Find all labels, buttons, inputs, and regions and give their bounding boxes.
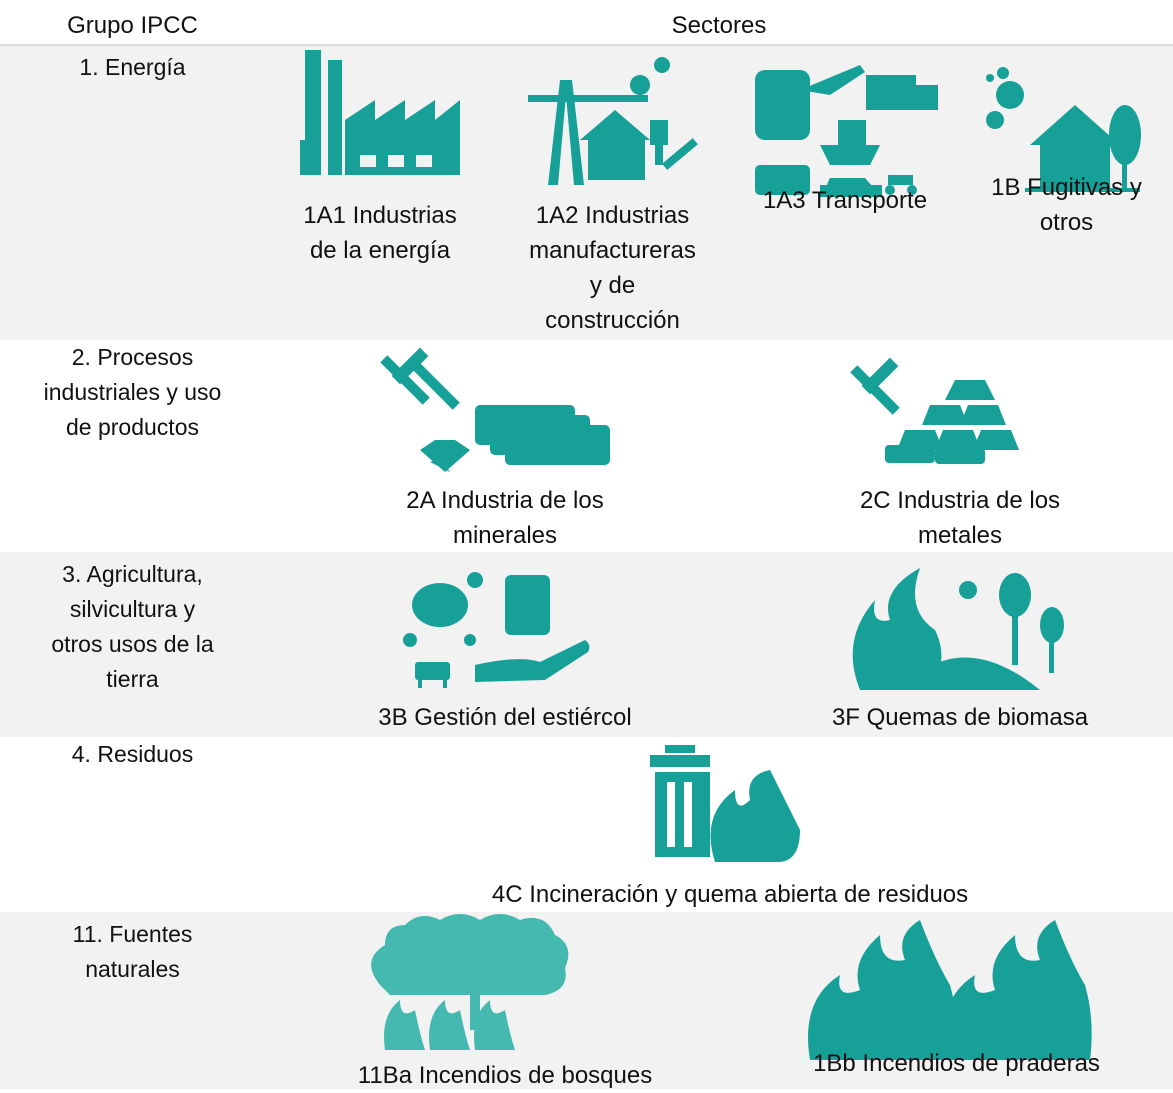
text-line: silvicultura y: [0, 592, 265, 627]
sector-label: 3F Quemas de biomasa: [755, 700, 1165, 735]
text-line: otros usos de la: [0, 627, 265, 662]
text-line: 3B Gestión del estiércol: [300, 700, 710, 735]
group-label: 1. Energía: [0, 50, 265, 85]
sector-label: 1A3 Transporte: [730, 183, 960, 218]
group-label: 4. Residuos: [0, 737, 265, 772]
text-line: de productos: [0, 410, 265, 445]
text-line: tierra: [0, 662, 265, 697]
text-line: 1A1 Industrias: [265, 198, 495, 233]
icon-minerals: [380, 348, 610, 472]
header-group: Grupo IPCC: [0, 8, 265, 43]
sector-label: 1Bb Incendios de praderas: [740, 1046, 1173, 1081]
text-line: 2. Procesos: [0, 340, 265, 375]
text-line: 2C Industria de los: [785, 483, 1135, 518]
page: Grupo IPCC Sectores 1. Energía 1A1 Indus…: [0, 0, 1173, 1089]
sector-label: 11Ba Incendios de bosques: [280, 1058, 730, 1093]
text-line: 4. Residuos: [0, 737, 265, 772]
text-line: construcción: [495, 303, 730, 338]
text-line: 11Ba Incendios de bosques: [280, 1058, 730, 1093]
text-line: 1Bb Incendios de praderas: [740, 1046, 1173, 1081]
sector-label: 3B Gestión del estiércol: [300, 700, 710, 735]
text-line: 4C Incineración y quema abierta de resid…: [380, 877, 1080, 912]
text-line: 2A Industria de los: [330, 483, 680, 518]
text-line: 1A3 Transporte: [730, 183, 960, 218]
icon-metals: [850, 358, 1019, 464]
text-line: metales: [785, 518, 1135, 553]
text-line: otros: [960, 205, 1173, 240]
text-line: manufactureras: [495, 233, 730, 268]
text-line: naturales: [0, 952, 265, 987]
text-line: 11. Fuentes: [0, 917, 265, 952]
text-line: industriales y uso: [0, 375, 265, 410]
text-line: minerales: [330, 518, 680, 553]
text-line: y de: [495, 268, 730, 303]
sector-label: 4C Incineración y quema abierta de resid…: [380, 877, 1080, 912]
text-line: 1A2 Industrias: [495, 198, 730, 233]
text-line: de la energía: [265, 233, 495, 268]
header-sectors: Sectores: [265, 8, 1173, 43]
text-line: 3. Agricultura,: [0, 557, 265, 592]
text-line: 3F Quemas de biomasa: [755, 700, 1165, 735]
text-line: 1B Fugitivas y: [960, 170, 1173, 205]
text-line: 1. Energía: [0, 50, 265, 85]
